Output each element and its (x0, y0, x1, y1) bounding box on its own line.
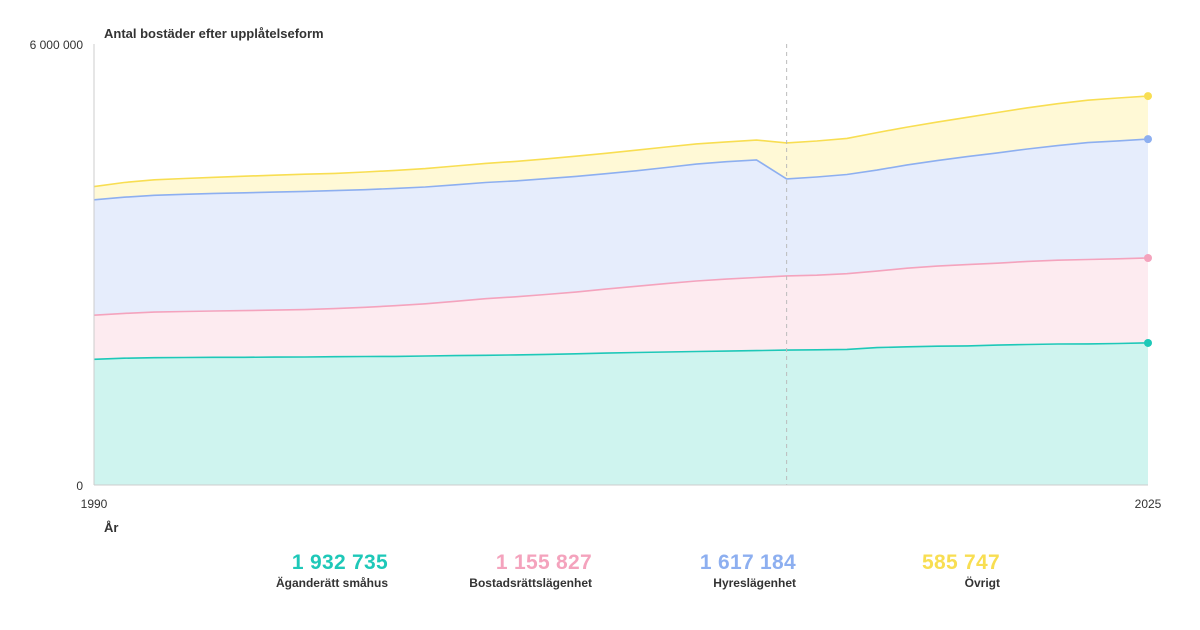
legend-label: Bostadsrättslägenhet (469, 576, 592, 590)
area-series-0 (94, 342, 1148, 485)
chart-areas (94, 96, 1148, 485)
x-tick-label-start: 1990 (81, 497, 108, 511)
legend-item-hyreslagenhet: 1 617 184 Hyreslägenhet (616, 551, 796, 591)
end-dot-series-2[interactable] (1144, 135, 1152, 144)
line-series-0 (93, 342, 1149, 361)
line-series-2 (93, 138, 1149, 201)
y-tick-label-bottom: 0 (76, 479, 83, 493)
line-series-1 (93, 257, 1149, 316)
legend-item-ovrigt: 585 747 Övrigt (820, 551, 1000, 591)
end-dot-series-0[interactable] (1144, 338, 1152, 347)
legend-value: 585 747 (921, 551, 1000, 574)
legend-value: 1 617 184 (699, 551, 796, 574)
x-tick-label-end: 2025 (1135, 497, 1162, 511)
area-series-2 (94, 139, 1148, 316)
chart-lines (93, 95, 1149, 361)
legend-label: Övrigt (964, 576, 1000, 590)
legend-value: 1 155 827 (495, 551, 592, 574)
area-series-1 (94, 258, 1148, 360)
y-tick-label-top: 6 000 000 (30, 38, 84, 52)
legend-value: 1 932 735 (291, 551, 388, 574)
legend-item-bostadsratt: 1 155 827 Bostadsrättslägenhet (412, 551, 592, 591)
end-dot-series-3[interactable] (1144, 92, 1152, 101)
line-series-3 (93, 95, 1149, 188)
legend: 1 932 735 Äganderätt småhus 1 155 827 Bo… (0, 551, 1200, 601)
area-series-3 (94, 96, 1148, 200)
legend-label: Äganderätt småhus (275, 576, 388, 590)
end-dot-series-1[interactable] (1144, 253, 1152, 262)
y-axis-title: Antal bostäder efter upplåtelseform (104, 26, 324, 41)
legend-item-aganderatt: 1 932 735 Äganderätt småhus (208, 551, 388, 591)
x-axis-title: År (104, 520, 118, 535)
chart-end-dots (1144, 92, 1152, 347)
legend-label: Hyreslägenhet (713, 576, 796, 590)
